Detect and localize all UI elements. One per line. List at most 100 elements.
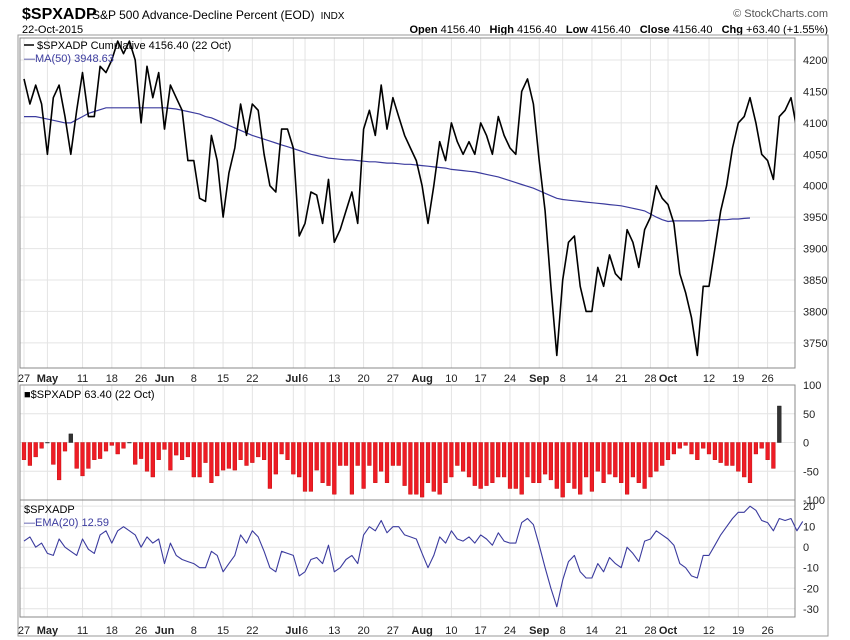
decline-bar — [390, 442, 395, 466]
xtick-label-bottom: Jul — [285, 625, 301, 637]
xtick-label-bottom: 8 — [560, 625, 566, 637]
xtick-label-top: 13 — [328, 373, 340, 385]
decline-bar — [80, 442, 85, 477]
decline-bar — [537, 442, 542, 483]
decline-bar — [765, 442, 770, 460]
quote-bar: Open 4156.40 High 4156.40 Low 4156.40 Cl… — [409, 24, 828, 36]
ema-panel-border — [19, 499, 796, 618]
price-panel: 3750 3800 3850 3900 3950 4000 4050 4100 4150 4200 — [19, 37, 827, 369]
price-ytick-label: 4050 — [803, 149, 827, 161]
decline-bar — [343, 442, 349, 466]
price-ytick-label: 4000 — [803, 181, 827, 193]
decline-bar — [636, 442, 641, 483]
close-label: Close — [639, 24, 670, 36]
exchange-text: INDX — [320, 11, 345, 22]
symbol-description: S&P 500 Advance-Decline Percent (EOD) IND… — [92, 8, 344, 22]
decline-bar — [449, 442, 454, 478]
decline-bar — [461, 442, 466, 472]
decline-bar — [425, 442, 431, 483]
decline-bar — [630, 442, 635, 478]
decline-bar — [519, 442, 524, 495]
xtick-label-bottom: 24 — [504, 625, 516, 637]
decline-bar — [619, 442, 624, 483]
decline-bar — [560, 442, 565, 498]
decline-bar — [33, 442, 38, 458]
decline-bar — [414, 442, 419, 495]
decline-bar — [648, 442, 653, 478]
decline-bar — [466, 442, 472, 478]
decline-bar — [314, 442, 319, 471]
decline-bar — [554, 442, 559, 489]
xtick-label-top: Jun — [155, 373, 175, 385]
low-label: Low — [565, 24, 588, 36]
ema-ytick-label: 20 — [803, 501, 815, 513]
xtick-label-bottom: 27 — [387, 625, 399, 637]
chg-label: Chg — [721, 24, 743, 36]
decline-bar — [39, 442, 44, 449]
xtick-label-top: Aug — [411, 373, 432, 385]
ma50-legend-label: —MA(50) 3948.63 — [24, 53, 114, 65]
decline-bar — [543, 442, 548, 475]
ema20-legend-label: —EMA(20) 12.59 — [24, 517, 109, 529]
xtick-label-top: 20 — [357, 373, 369, 385]
price-ytick-label: 3850 — [803, 275, 827, 287]
decline-bar — [62, 442, 68, 452]
decline-bar — [431, 442, 436, 492]
cumulative-legend-label: $SPXADP Cumulative 4156.40 (22 Oct) — [37, 40, 231, 52]
xtick-label-top: 8 — [191, 373, 197, 385]
xtick-label-bottom: May — [37, 625, 59, 637]
decline-bar — [437, 442, 442, 495]
xtick-label-top: 28 — [644, 373, 656, 385]
advance-bar — [68, 433, 73, 443]
price-panel-border — [19, 37, 796, 369]
decline-bar — [689, 442, 694, 455]
decline-bar — [97, 442, 103, 459]
breadth-ytick-label: -100 — [803, 495, 825, 507]
xtick-label-top: Oct — [659, 373, 678, 385]
decline-bar — [490, 442, 495, 483]
xtick-label-bottom: 17 — [475, 625, 487, 637]
decline-bar — [103, 442, 109, 452]
price-ytick-label: 3750 — [803, 338, 827, 350]
xtick-label-top: 18 — [106, 373, 118, 385]
ma50-line — [24, 107, 751, 223]
decline-bar — [179, 442, 185, 460]
decline-bar — [262, 442, 267, 460]
decline-bar — [706, 442, 712, 455]
decline-bar — [578, 442, 583, 495]
close-value: 4156.40 — [672, 24, 713, 36]
decline-bar — [496, 442, 501, 478]
price-ytick-label: 3900 — [803, 244, 827, 256]
price-ytick-label: 4150 — [803, 86, 827, 98]
xtick-label-bottom: 22 — [246, 625, 258, 637]
ema-panel-bg — [20, 500, 795, 617]
decline-bar — [513, 442, 518, 489]
xtick-label-bottom: 28 — [644, 625, 656, 637]
breadth-legend-label: ■$SPXADP 63.40 (22 Oct) — [24, 389, 155, 401]
decline-bar — [379, 442, 384, 472]
decline-bar — [695, 442, 700, 460]
decline-bar — [197, 442, 202, 478]
xtick-label-bottom: 8 — [191, 625, 197, 637]
xtick-label-top: 21 — [615, 373, 627, 385]
price-ytick-label: 3950 — [803, 212, 827, 224]
xtick-label-bottom: 11 — [77, 625, 88, 637]
decline-bar — [525, 442, 530, 478]
decline-bar — [484, 442, 489, 486]
decline-bar — [209, 442, 214, 483]
decline-bar — [220, 442, 226, 471]
xtick-label-bottom: Aug — [411, 625, 432, 637]
breadth-ytick-label: 50 — [803, 409, 815, 421]
description-text: S&P 500 Advance-Decline Percent (EOD) — [92, 8, 315, 22]
decline-bar — [548, 442, 553, 481]
decline-bar — [742, 442, 747, 478]
decline-bar — [420, 442, 425, 498]
decline-bar — [595, 442, 600, 472]
brand-link[interactable]: © StockCharts.com — [733, 8, 828, 20]
breadth-ytick-label: -50 — [803, 466, 819, 478]
breadth-ytick-label: 0 — [803, 438, 809, 450]
decline-bar — [74, 442, 79, 469]
decline-bar — [156, 442, 161, 460]
xtick-label-bottom: Oct — [659, 625, 678, 637]
xtick-label-top: 24 — [504, 373, 516, 385]
